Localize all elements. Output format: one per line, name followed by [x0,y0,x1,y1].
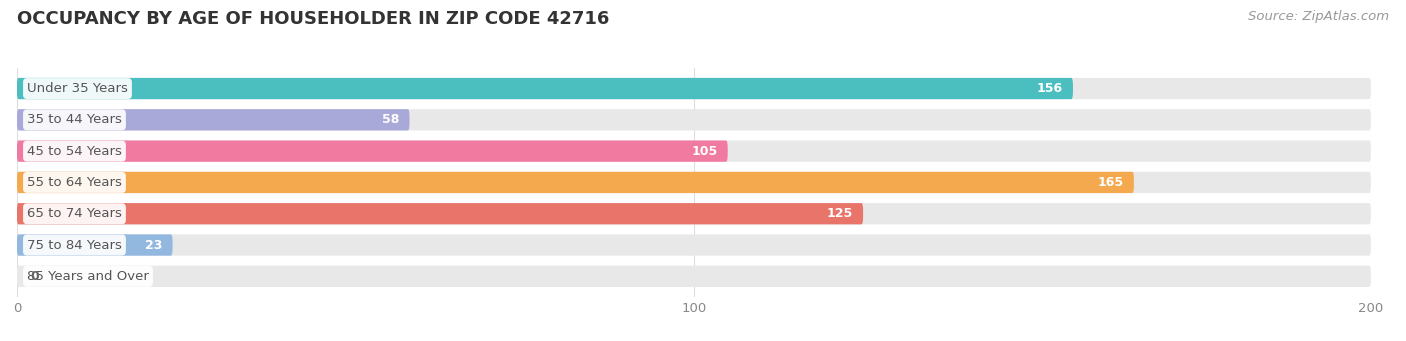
Text: 23: 23 [145,239,163,252]
Text: 156: 156 [1036,82,1063,95]
Text: 0: 0 [31,270,39,283]
FancyBboxPatch shape [17,234,1371,256]
Text: Source: ZipAtlas.com: Source: ZipAtlas.com [1249,10,1389,23]
Text: 35 to 44 Years: 35 to 44 Years [27,113,122,126]
FancyBboxPatch shape [17,203,1371,224]
Text: 58: 58 [382,113,399,126]
Text: 55 to 64 Years: 55 to 64 Years [27,176,122,189]
FancyBboxPatch shape [17,78,1073,99]
Text: 165: 165 [1098,176,1123,189]
Text: OCCUPANCY BY AGE OF HOUSEHOLDER IN ZIP CODE 42716: OCCUPANCY BY AGE OF HOUSEHOLDER IN ZIP C… [17,10,609,28]
Text: 75 to 84 Years: 75 to 84 Years [27,239,122,252]
FancyBboxPatch shape [17,109,409,131]
FancyBboxPatch shape [17,109,1371,131]
Text: 125: 125 [827,207,853,220]
FancyBboxPatch shape [17,78,1371,99]
Text: Under 35 Years: Under 35 Years [27,82,128,95]
FancyBboxPatch shape [17,234,173,256]
Text: 85 Years and Over: 85 Years and Over [27,270,149,283]
FancyBboxPatch shape [17,266,1371,287]
FancyBboxPatch shape [17,140,1371,162]
FancyBboxPatch shape [17,172,1133,193]
FancyBboxPatch shape [17,203,863,224]
Text: 45 to 54 Years: 45 to 54 Years [27,145,122,158]
FancyBboxPatch shape [17,172,1371,193]
Text: 65 to 74 Years: 65 to 74 Years [27,207,122,220]
Text: 105: 105 [692,145,717,158]
FancyBboxPatch shape [17,140,728,162]
